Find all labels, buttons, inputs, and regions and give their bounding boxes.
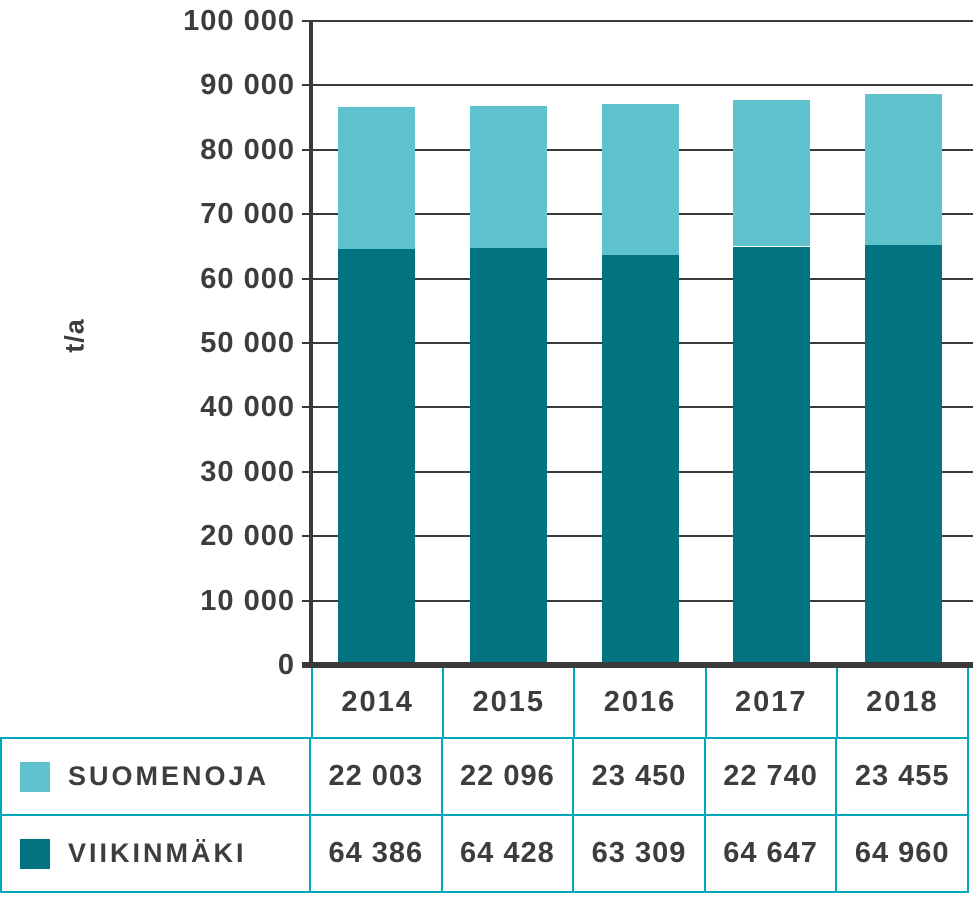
table-row-suomenoja: SUOMENOJA 22 003 22 096 23 450 22 740 23 455: [2, 739, 967, 816]
y-tick-label: 80 000: [200, 134, 295, 166]
y-axis-tick: [302, 406, 311, 408]
value-cell-viikinmäki-2015: 64 428: [443, 816, 575, 891]
value-cell-suomenoja-2015: 22 096: [443, 739, 575, 814]
bar-segment-viikinmäki-2014: [338, 248, 415, 663]
year-header-cell-2015: 2015: [444, 668, 576, 737]
bar-segment-suomenoja-2015: [470, 106, 547, 248]
year-header-cell-2016: 2016: [575, 668, 707, 737]
y-tick-label: 40 000: [200, 391, 295, 423]
y-tick-label: 20 000: [200, 520, 295, 552]
value-cell-viikinmäki-2014: 64 386: [311, 816, 443, 891]
gridline-100000: [311, 20, 973, 22]
y-axis-tick: [302, 149, 311, 151]
year-header-cell-2014: 2014: [313, 668, 445, 737]
y-tick-label: 70 000: [200, 198, 295, 230]
bar-segment-viikinmäki-2018: [865, 245, 942, 663]
legend-color-chip-viikinmäki: [20, 838, 50, 869]
y-tick-label: 60 000: [200, 263, 295, 295]
y-tick-label: 30 000: [200, 456, 295, 488]
bar-segment-suomenoja-2014: [338, 107, 415, 249]
y-axis-line: [309, 21, 313, 668]
y-axis-tick: [302, 278, 311, 280]
y-tick-label: 0: [277, 649, 295, 681]
value-cell-suomenoja-2017: 22 740: [706, 739, 838, 814]
value-cell-suomenoja-2016: 23 450: [574, 739, 706, 814]
gridline-90000: [311, 84, 973, 86]
y-tick-label: 90 000: [200, 69, 295, 101]
y-axis-tick: [302, 213, 311, 215]
legend-label-suomenoja: SUOMENOJA: [68, 761, 270, 791]
year-header-cell-2018: 2018: [866, 686, 939, 718]
y-axis-tick: [302, 600, 311, 602]
value-cell-suomenoja-2014: 22 003: [311, 739, 443, 814]
bar-segment-viikinmäki-2015: [470, 248, 547, 663]
y-axis-tick: [302, 535, 311, 537]
legend-value-table: SUOMENOJA 22 003 22 096 23 450 22 740 23 455 V…: [0, 737, 969, 893]
y-tick-label: 50 000: [200, 327, 295, 359]
year-header-cell-2017: 2017: [707, 668, 838, 737]
value-cell-viikinmäki-2018: 64 960: [854, 837, 950, 869]
bar-segment-suomenoja-2017: [733, 100, 810, 246]
legend-cell-viikinmäki: VIIKINMÄKI: [2, 816, 311, 891]
y-axis-tick: [302, 342, 311, 344]
y-axis-tick: [302, 20, 311, 22]
y-tick-label: 100 000: [183, 5, 295, 37]
bar-segment-viikinmäki-2017: [733, 247, 810, 663]
y-axis-tick: [302, 84, 311, 86]
y-axis-title: t/a: [59, 318, 90, 353]
bar-segment-viikinmäki-2016: [602, 255, 679, 663]
value-cell-suomenoja-2018: 23 455: [854, 760, 950, 792]
y-tick-label: 10 000: [200, 585, 295, 617]
legend-color-chip-suomenoja: [20, 761, 50, 792]
value-cell-viikinmäki-2017: 64 647: [706, 816, 838, 891]
legend-cell-suomenoja: SUOMENOJA: [2, 739, 311, 814]
y-axis-tick: [302, 471, 311, 473]
legend-label-viikinmäki: VIIKINMÄKI: [68, 838, 247, 868]
value-cell-viikinmäki-2016: 63 309: [574, 816, 706, 891]
bar-segment-suomenoja-2016: [602, 104, 679, 255]
bar-segment-suomenoja-2018: [865, 94, 942, 245]
table-row-viikinmäki: VIIKINMÄKI 64 386 64 428 63 309 64 647 64 960: [2, 816, 967, 891]
year-header-row: 2014 2015 2016 2017 2018: [311, 668, 969, 737]
x-axis-line: [302, 662, 973, 668]
